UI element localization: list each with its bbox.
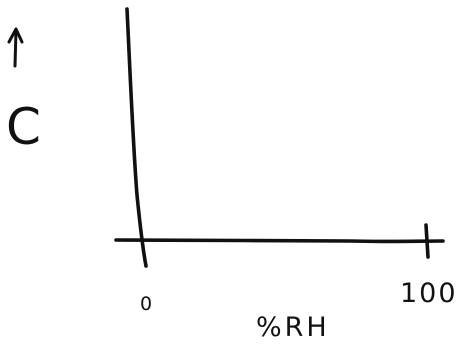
x-axis-line [114, 238, 445, 244]
x-axis-label: %RH [256, 312, 330, 343]
x-axis-start-label: 0 [140, 293, 152, 315]
x-axis-end-label: 100 [400, 278, 458, 309]
y-axis-label: C [6, 98, 41, 156]
x-axis-end-tick [424, 223, 430, 259]
y-axis-line [125, 7, 148, 268]
up-arrow-icon [7, 27, 24, 68]
